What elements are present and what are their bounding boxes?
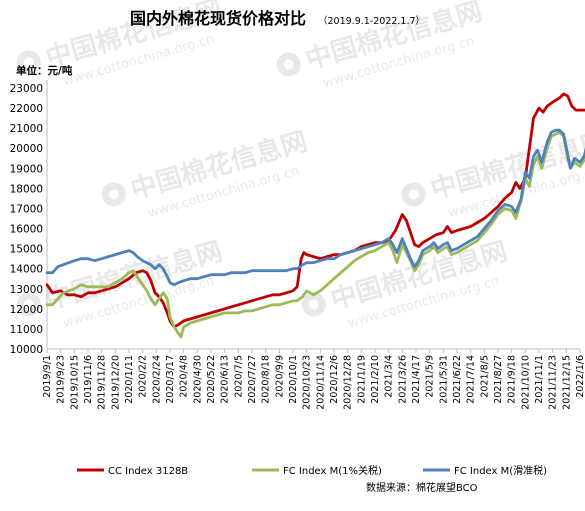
x-tick-label: 2020/1/11 (124, 355, 135, 404)
legend: CC Index 3128B FC Index M(1%关税) FC Index M… (77, 464, 547, 477)
x-tick-label: 2021/4/17 (411, 355, 422, 404)
x-tick-label: 2021/3/4 (384, 355, 395, 398)
x-tick-label: 2020/10/1 (288, 355, 299, 404)
x-tick-label: 2020/2/24 (151, 355, 162, 404)
x-tick-label: 2021/12/15 (561, 355, 572, 410)
series-line-0 (45, 92, 585, 329)
x-tick-label: 2021/3/26 (397, 355, 408, 404)
series-line-2 (45, 128, 585, 287)
x-tick-label: 2021/5/9 (425, 355, 436, 398)
x-tick-label: 2019/12/20 (110, 355, 121, 410)
x-tick-label: 2020/5/22 (206, 355, 217, 404)
y-tick-label: 17000 (10, 203, 43, 215)
x-tick-label: 2020/11/14 (315, 355, 326, 410)
x-tick-label: 2020/12/6 (329, 355, 340, 404)
x-tick-label: 2019/10/15 (69, 355, 80, 410)
chart-subtitle: （2019.9.1-2022.1.7） (318, 15, 425, 27)
x-tick-label: 2020/4/30 (192, 355, 203, 404)
x-tick-label: 2021/2/10 (370, 355, 381, 404)
y-tick-label: 20000 (10, 143, 43, 155)
y-axis: 10000 11000 12000 13000 14000 15000 16000 17000… (10, 80, 48, 356)
x-tick-label: 2020/4/8 (179, 355, 190, 398)
y-tick-label: 10000 (10, 344, 43, 356)
x-tick-label: 2020/7/27 (247, 355, 258, 404)
y-tick-label: 18000 (10, 183, 43, 195)
x-tick-label: 2021/5/31 (438, 355, 449, 404)
x-tick-label: 2020/7/5 (233, 355, 244, 398)
x-tick-label: 2019/11/28 (97, 355, 108, 410)
x-tick-label: 2021/11/23 (548, 355, 559, 410)
x-tick-label: 2021/6/22 (452, 355, 463, 404)
x-tick-label: 2020/10/23 (302, 355, 313, 410)
x-tick-label: 2019/9/23 (56, 355, 67, 404)
legend-label: FC Index M(1%关税) (283, 464, 382, 477)
series-line-1 (45, 130, 585, 339)
watermark-logo-icon (276, 52, 301, 77)
y-tick-label: 15000 (10, 244, 43, 256)
source-note: 数据来源：棉花展望BCO (366, 481, 478, 494)
x-tick-label: 2020/8/18 (261, 355, 272, 404)
x-tick-label: 2021/8/5 (479, 355, 490, 398)
y-tick-label: 19000 (10, 163, 43, 175)
x-tick-label: 2020/6/13 (220, 355, 231, 404)
unit-label: 单位：元/吨 (16, 64, 73, 77)
x-tick-label: 2022/1/6 (575, 355, 585, 398)
series-layer (45, 92, 585, 339)
x-tick-label: 2021/10/10 (520, 355, 531, 410)
y-tick-label: 23000 (10, 83, 43, 95)
y-tick-label: 21000 (10, 123, 43, 135)
x-tick-label: 2020/2/2 (138, 355, 149, 398)
watermark-logo-icon (301, 292, 326, 317)
watermark-logo-icon (16, 50, 41, 75)
x-tick-label: 2020/12/28 (343, 355, 354, 410)
watermark-logo-icon (101, 182, 126, 207)
x-tick-label: 2020/3/17 (165, 355, 176, 404)
x-tick-label: 2019/11/6 (83, 355, 94, 404)
y-tick-label: 12000 (10, 304, 43, 316)
y-tick-label: 22000 (10, 103, 43, 115)
x-axis: 2019/9/1 2019/9/23 2019/10/15 2019/11/6 2019… (42, 348, 585, 410)
x-tick-label: 2020/9/9 (274, 355, 285, 398)
legend-label: FC Index M(滑准税) (454, 464, 547, 477)
y-tick-label: 11000 (10, 324, 43, 336)
watermark-logo-icon (16, 292, 41, 317)
chart-title: 国内外棉花现货价格对比 (130, 9, 306, 28)
y-tick-label: 14000 (10, 264, 43, 276)
y-tick-label: 16000 (10, 224, 43, 236)
x-tick-label: 2021/7/14 (466, 355, 477, 404)
x-tick-label: 2021/1/19 (356, 355, 367, 404)
x-tick-label: 2021/8/27 (493, 355, 504, 404)
watermark-logo-icon (401, 182, 426, 207)
legend-label: CC Index 3128B (108, 466, 188, 477)
x-tick-label: 2019/9/1 (42, 355, 53, 398)
x-tick-label: 2021/11/1 (534, 355, 545, 404)
y-tick-label: 13000 (10, 284, 43, 296)
x-tick-label: 2021/9/18 (507, 355, 518, 404)
